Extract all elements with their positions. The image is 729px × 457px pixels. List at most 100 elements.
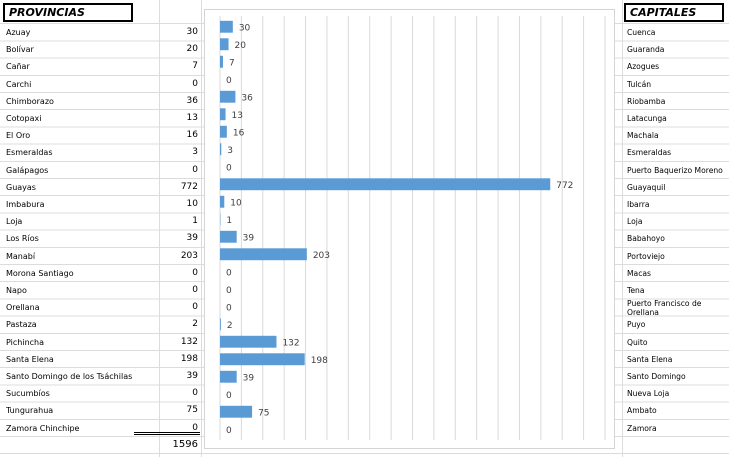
- value-cell[interactable]: 0: [192, 267, 198, 278]
- bar-chart[interactable]: 30 20 7 0 36 13 16 3 0 772 10 1 39 203 0 0 0 2 132 198 39 0 75…: [204, 9, 615, 449]
- provincia-cell[interactable]: Cotopaxi: [6, 114, 42, 123]
- total-double-underline: [134, 432, 200, 435]
- bar[interactable]: [220, 318, 221, 331]
- provincia-cell[interactable]: Pichincha: [6, 337, 45, 347]
- bar[interactable]: [220, 55, 223, 68]
- value-cell[interactable]: 132: [180, 336, 198, 347]
- capital-cell[interactable]: Tena: [627, 286, 645, 296]
- provincia-cell[interactable]: Orellana: [6, 303, 40, 313]
- bar[interactable]: [220, 38, 229, 51]
- provincia-cell[interactable]: Santa Elena: [6, 354, 54, 364]
- provincia-cell[interactable]: Zamora Chinchipe: [6, 423, 80, 433]
- provincia-cell[interactable]: Manabí: [6, 251, 36, 261]
- provincia-cell[interactable]: Santo Domingo de los Tsáchilas: [6, 372, 133, 381]
- bar[interactable]: [220, 370, 237, 383]
- total-cell[interactable]: 1596: [172, 439, 198, 450]
- capital-cell[interactable]: Santo Domingo: [627, 372, 686, 382]
- capital-cell[interactable]: Portoviejo: [627, 251, 665, 261]
- provincia-cell[interactable]: Carchi: [6, 79, 32, 89]
- bar[interactable]: [220, 178, 551, 191]
- capital-cell[interactable]: Riobamba: [627, 96, 666, 106]
- bar-data-label: 0: [226, 391, 232, 401]
- capital-cell[interactable]: Zamora: [627, 423, 657, 433]
- provincia-cell[interactable]: Tungurahua: [6, 406, 54, 416]
- value-cell[interactable]: 13: [186, 113, 198, 123]
- provincia-cell[interactable]: Pastaza: [6, 320, 37, 330]
- provincias-header[interactable]: PROVINCIAS: [3, 3, 133, 22]
- value-cell[interactable]: 203: [180, 250, 198, 261]
- bar[interactable]: [220, 125, 227, 138]
- table-row: Loja 1 Loja: [0, 213, 729, 230]
- capital-cell[interactable]: Guaranda: [627, 45, 665, 55]
- value-cell[interactable]: 0: [192, 388, 198, 399]
- capital-cell[interactable]: Puerto Baquerizo Moreno: [627, 165, 723, 175]
- bar[interactable]: [220, 335, 277, 348]
- capital-cell[interactable]: Tulcán: [627, 79, 652, 89]
- value-cell[interactable]: 20: [186, 44, 198, 55]
- value-cell[interactable]: 1: [192, 216, 198, 227]
- capital-cell[interactable]: Babahoyo: [627, 234, 665, 244]
- value-cell[interactable]: 75: [186, 405, 198, 416]
- provincia-cell[interactable]: Bolívar: [6, 45, 34, 55]
- provincia-cell[interactable]: Esmeraldas: [6, 148, 53, 158]
- bar-data-label: 30: [239, 23, 251, 33]
- capital-cell[interactable]: Quito: [627, 337, 648, 347]
- provincia-cell[interactable]: Galápagos: [6, 165, 49, 175]
- value-cell[interactable]: 3: [192, 147, 198, 158]
- value-cell[interactable]: 2: [192, 319, 198, 330]
- capital-cell[interactable]: Ambato: [627, 406, 657, 416]
- provincia-cell[interactable]: Los Ríos: [6, 234, 39, 244]
- value-cell[interactable]: 30: [186, 27, 198, 37]
- bar[interactable]: [220, 248, 307, 261]
- value-cell[interactable]: 772: [180, 181, 198, 192]
- table-row: Chimborazo 36 Riobamba: [0, 93, 729, 110]
- value-cell[interactable]: 0: [192, 164, 198, 175]
- provincia-cell[interactable]: Cañar: [6, 62, 30, 72]
- value-cell[interactable]: 36: [186, 95, 198, 106]
- bar[interactable]: [220, 353, 305, 366]
- capital-cell[interactable]: Puyo: [627, 320, 646, 330]
- bar[interactable]: [220, 405, 253, 418]
- provincia-cell[interactable]: Chimborazo: [6, 96, 54, 106]
- capital-cell[interactable]: Santa Elena: [627, 354, 673, 364]
- capital-cell[interactable]: Machala: [627, 131, 659, 141]
- capital-cell[interactable]: Azogues: [627, 62, 660, 72]
- provincia-cell[interactable]: Guayas: [6, 182, 36, 192]
- bar[interactable]: [220, 20, 233, 33]
- provincia-cell[interactable]: Azuay: [6, 28, 31, 37]
- bar[interactable]: [220, 195, 225, 208]
- value-cell[interactable]: 198: [180, 353, 198, 364]
- value-cell[interactable]: 7: [192, 61, 198, 72]
- capital-cell[interactable]: Latacunga: [627, 114, 667, 124]
- provincia-cell[interactable]: Sucumbíos: [6, 389, 50, 399]
- capital-cell[interactable]: Loja: [627, 217, 643, 227]
- value-cell[interactable]: 0: [192, 302, 198, 313]
- value-cell[interactable]: 39: [186, 371, 198, 381]
- capital-cell[interactable]: Nueva Loja: [627, 389, 670, 399]
- bar[interactable]: [220, 90, 236, 103]
- value-cell[interactable]: 10: [186, 199, 198, 209]
- provincia-cell[interactable]: Napo: [6, 286, 27, 295]
- value-cell[interactable]: 39: [186, 233, 198, 244]
- provincia-cell[interactable]: Loja: [6, 217, 23, 227]
- column-divider: [159, 0, 160, 457]
- provincia-cell[interactable]: El Oro: [6, 131, 31, 141]
- capital-cell[interactable]: Cuenca: [627, 28, 656, 38]
- capital-cell[interactable]: Macas: [627, 268, 651, 278]
- capital-cell[interactable]: Puerto Francisco de Orellana: [627, 298, 702, 317]
- capital-cell[interactable]: Ibarra: [627, 200, 650, 210]
- value-cell[interactable]: 16: [186, 130, 198, 141]
- bar[interactable]: [220, 143, 222, 156]
- value-cell[interactable]: 0: [192, 285, 198, 295]
- capitales-header[interactable]: CAPITALES: [624, 3, 724, 22]
- provincia-cell[interactable]: Morona Santiago: [6, 268, 74, 278]
- capital-cell[interactable]: Esmeraldas: [627, 148, 672, 158]
- value-cell[interactable]: 0: [192, 78, 198, 89]
- value-cell[interactable]: 0: [192, 422, 198, 433]
- provincia-cell[interactable]: Imbabura: [6, 200, 45, 209]
- bar-data-label: 0: [226, 163, 232, 173]
- capital-cell[interactable]: Guayaquil: [627, 182, 666, 192]
- bar[interactable]: [220, 230, 237, 243]
- table-row: Galápagos 0 Puerto Baquerizo Moreno: [0, 162, 729, 179]
- bar[interactable]: [220, 108, 226, 121]
